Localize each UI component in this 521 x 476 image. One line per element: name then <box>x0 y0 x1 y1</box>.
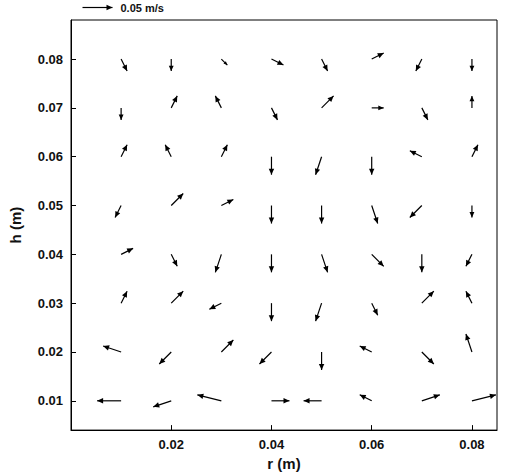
svg-text:0.08: 0.08 <box>38 52 63 67</box>
svg-text:0.06: 0.06 <box>38 149 63 164</box>
svg-text:0.03: 0.03 <box>38 296 63 311</box>
svg-text:0.04: 0.04 <box>38 247 64 262</box>
svg-text:0.05: 0.05 <box>38 198 63 213</box>
svg-text:0.02: 0.02 <box>38 344 63 359</box>
svg-text:0.07: 0.07 <box>38 100 63 115</box>
svg-text:0.02: 0.02 <box>159 437 184 452</box>
svg-text:0.05 m/s: 0.05 m/s <box>121 2 164 14</box>
svg-text:0.06: 0.06 <box>359 437 384 452</box>
svg-text:h (m): h (m) <box>7 207 24 244</box>
svg-text:r (m): r (m) <box>267 455 300 472</box>
svg-text:0.01: 0.01 <box>38 393 63 408</box>
svg-text:0.04: 0.04 <box>259 437 285 452</box>
svg-text:0.08: 0.08 <box>459 437 484 452</box>
